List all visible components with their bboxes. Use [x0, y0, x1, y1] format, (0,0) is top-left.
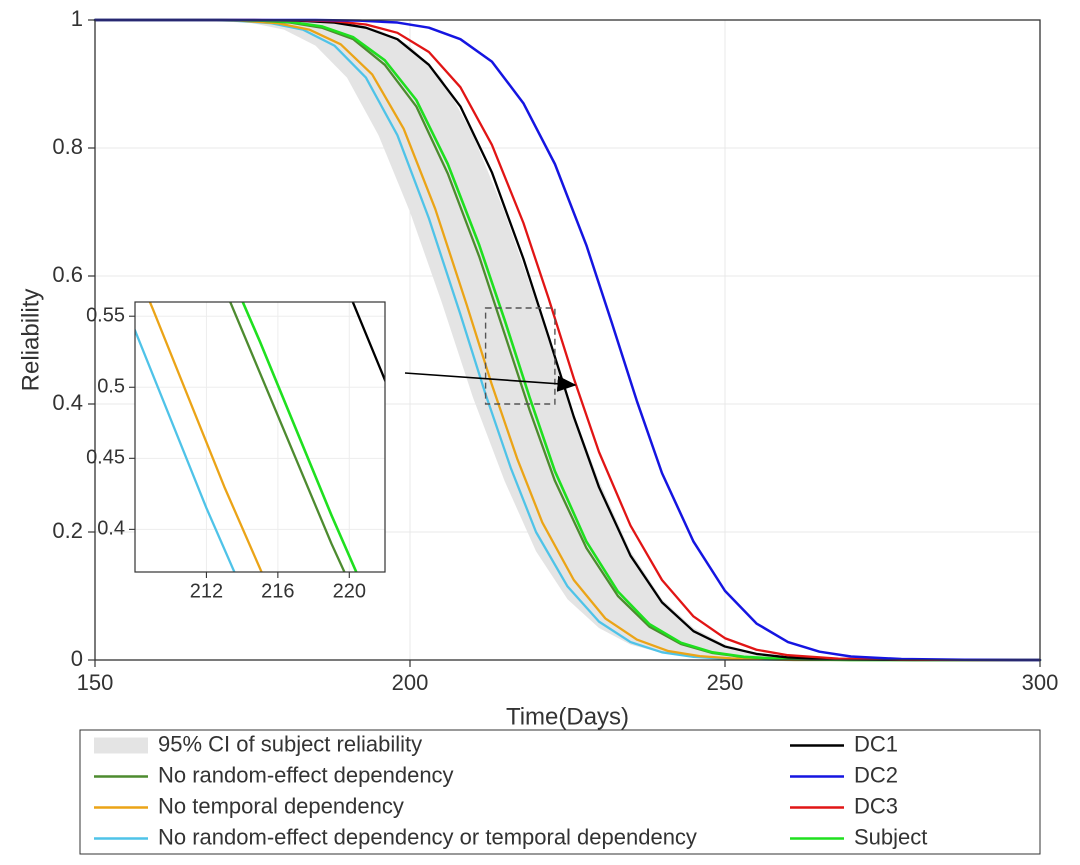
svg-text:0.4: 0.4: [52, 390, 83, 415]
y-axis-label: Reliability: [17, 289, 44, 392]
svg-text:No random-effect dependency: No random-effect dependency: [158, 762, 454, 787]
svg-text:No temporal dependency: No temporal dependency: [158, 793, 404, 818]
reliability-chart: 150 200 250 300 0 0.2 0.4 0.6 0.8 1 Time(Days) Reli…: [0, 0, 1080, 865]
svg-text:300: 300: [1022, 670, 1059, 695]
svg-text:DC3: DC3: [854, 793, 898, 818]
svg-text:DC2: DC2: [854, 762, 898, 787]
svg-text:Subject: Subject: [854, 824, 927, 849]
svg-text:250: 250: [707, 670, 744, 695]
svg-text:0.4: 0.4: [97, 518, 125, 540]
svg-text:0.8: 0.8: [52, 134, 83, 159]
svg-text:212: 212: [190, 580, 223, 602]
svg-text:95% CI of subject reliability: 95% CI of subject reliability: [158, 731, 422, 756]
svg-text:216: 216: [261, 580, 294, 602]
svg-text:0.55: 0.55: [86, 304, 125, 326]
svg-text:No random-effect dependency or: No random-effect dependency or temporal …: [158, 824, 697, 849]
svg-text:200: 200: [392, 670, 429, 695]
svg-text:1: 1: [71, 6, 83, 31]
svg-text:0: 0: [71, 646, 83, 671]
svg-text:DC1: DC1: [854, 731, 898, 756]
svg-text:150: 150: [77, 670, 114, 695]
legend: 95% CI of subject reliability No random-e…: [80, 730, 1040, 854]
svg-text:0.2: 0.2: [52, 518, 83, 543]
svg-text:0.5: 0.5: [97, 376, 125, 398]
svg-text:0.45: 0.45: [86, 447, 125, 469]
svg-text:0.6: 0.6: [52, 262, 83, 287]
svg-text:220: 220: [333, 580, 366, 602]
x-axis-label: Time(Days): [506, 703, 629, 730]
